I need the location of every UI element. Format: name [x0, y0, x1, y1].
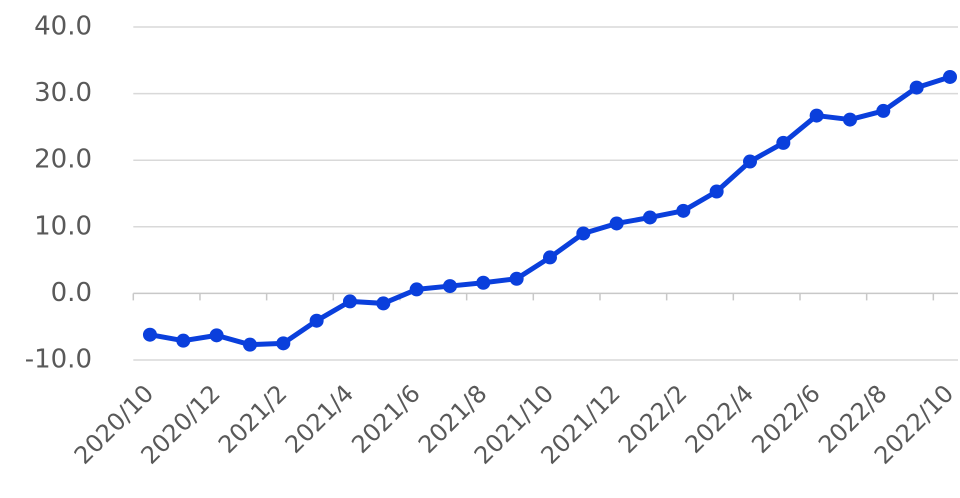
point [709, 184, 724, 199]
y-tick-label: 30.0 [34, 78, 92, 108]
point [776, 135, 791, 150]
point [642, 210, 657, 225]
x-tick-label: 2022/4 [680, 379, 760, 459]
point [176, 333, 191, 348]
y-tick-label: -10.0 [25, 345, 92, 375]
point [509, 271, 524, 286]
point [909, 80, 924, 95]
x-tick-label: 2022/6 [746, 379, 826, 459]
point [943, 69, 957, 84]
point [376, 296, 391, 311]
x-tick-label: 2021/4 [280, 379, 360, 459]
point [409, 282, 424, 297]
point [742, 154, 757, 169]
point [609, 216, 624, 231]
point [242, 337, 257, 352]
point [542, 250, 557, 265]
line [149, 74, 951, 348]
point [842, 112, 857, 127]
point [442, 279, 457, 294]
x-tick-label: 2021/2 [213, 379, 293, 459]
point [209, 328, 224, 343]
point [309, 313, 324, 328]
point [476, 275, 491, 290]
y-tick-label: 10.0 [34, 211, 92, 241]
y-tick-label: 0.0 [51, 278, 92, 308]
point [809, 108, 824, 123]
point [676, 203, 691, 218]
point [276, 336, 291, 351]
point [342, 294, 357, 309]
y-tick-label: 40.0 [34, 12, 92, 42]
point [876, 103, 891, 118]
point [576, 226, 591, 241]
y-tick-label: 20.0 [34, 145, 92, 175]
point [142, 327, 157, 342]
x-tick-label: 2022/2 [613, 379, 693, 459]
x-tick-label: 2021/6 [346, 379, 426, 459]
